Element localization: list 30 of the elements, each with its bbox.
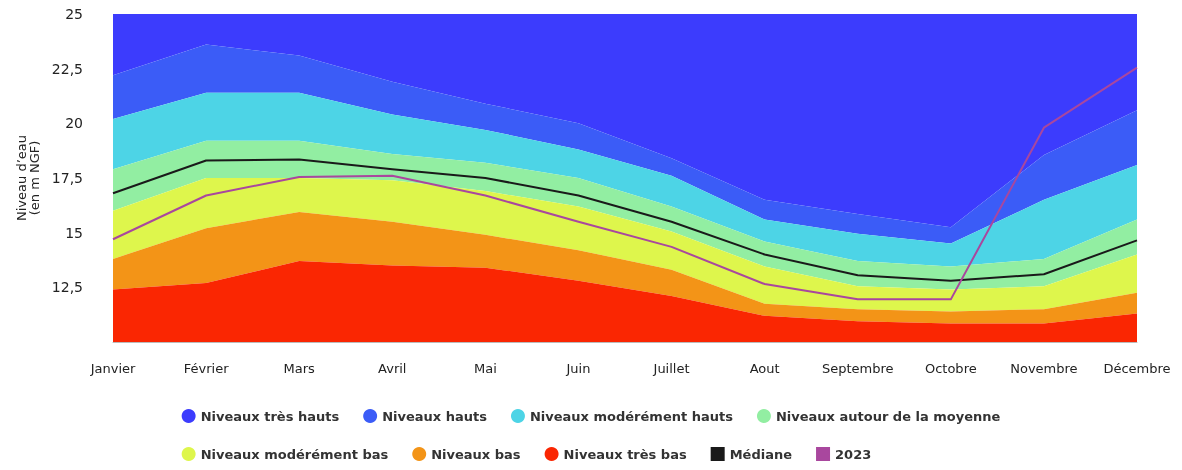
x-tick-label: Décembre: [1103, 361, 1171, 376]
legend-label: Niveaux bas: [431, 446, 521, 462]
legend-label: Niveaux autour de la moyenne: [775, 408, 1001, 424]
x-tick-label: Mai: [473, 361, 497, 376]
x-tick-label: Février: [183, 361, 230, 376]
legend-label: Niveaux très hauts: [200, 408, 340, 424]
y-tick-label: 12,5: [51, 279, 83, 296]
legend-label: Niveaux très bas: [563, 446, 687, 462]
y-axis-title: Niveau d’eau (en m NGF): [13, 135, 42, 221]
x-tick-label: Aout: [749, 361, 780, 376]
line-series: [112, 66, 1138, 301]
x-tick-label: Novembre: [1010, 361, 1078, 376]
y-tick-label: 15: [65, 224, 83, 241]
y-tick-label: 20: [65, 115, 83, 132]
legend-label: Niveaux hauts: [382, 408, 488, 424]
legend-label: Médiane: [729, 446, 793, 462]
x-tick-label: Juillet: [652, 361, 690, 376]
y-tick-label: 25: [65, 6, 83, 22]
x-tick-label: Septembre: [821, 361, 894, 376]
line-series: [112, 158, 1138, 282]
y-tick-label: 17,5: [51, 170, 83, 186]
x-tick-label: Janvier: [89, 361, 136, 376]
x-tick-label: Juin: [565, 361, 591, 376]
legend-label: Niveaux modérément bas: [200, 446, 389, 462]
legend-label: Niveaux modérément hauts: [529, 408, 734, 424]
legend-label: 2023: [835, 446, 872, 462]
y-tick-label: 22,5: [51, 60, 83, 77]
x-tick-label: Avril: [378, 361, 407, 376]
x-tick-label: Mars: [283, 361, 316, 376]
x-tick-label: Octobre: [924, 361, 977, 376]
